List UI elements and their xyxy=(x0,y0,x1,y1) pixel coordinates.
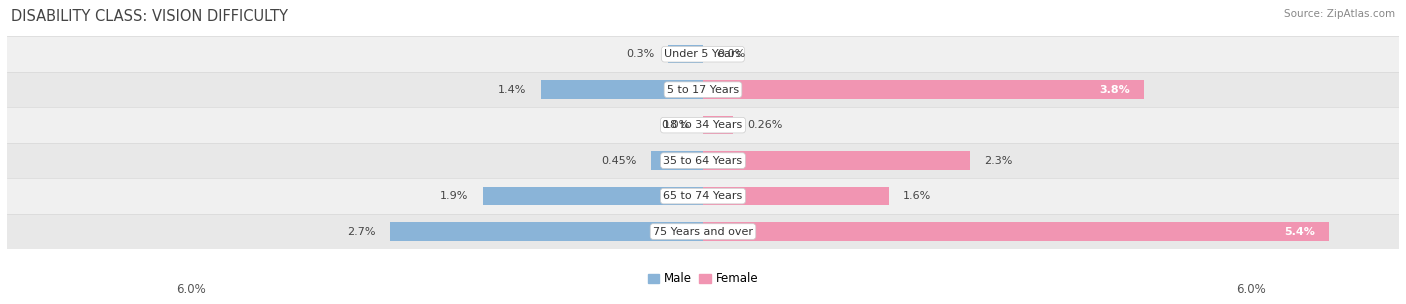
Text: 5 to 17 Years: 5 to 17 Years xyxy=(666,85,740,95)
Text: 1.6%: 1.6% xyxy=(903,191,931,201)
Bar xyxy=(7,143,1399,178)
Text: 6.0%: 6.0% xyxy=(176,283,205,296)
Text: 1.4%: 1.4% xyxy=(498,85,527,95)
Text: 1.9%: 1.9% xyxy=(440,191,468,201)
Text: 2.3%: 2.3% xyxy=(984,156,1012,166)
Bar xyxy=(389,222,703,241)
Text: 35 to 64 Years: 35 to 64 Years xyxy=(664,156,742,166)
Legend: Male, Female: Male, Female xyxy=(643,268,763,290)
Bar xyxy=(7,72,1399,107)
Bar xyxy=(703,116,733,134)
Bar xyxy=(540,81,703,99)
Text: 5.4%: 5.4% xyxy=(1285,226,1316,237)
Text: 65 to 74 Years: 65 to 74 Years xyxy=(664,191,742,201)
Bar xyxy=(482,187,703,205)
Text: DISABILITY CLASS: VISION DIFFICULTY: DISABILITY CLASS: VISION DIFFICULTY xyxy=(11,9,288,24)
Text: 0.0%: 0.0% xyxy=(717,49,745,59)
Bar xyxy=(668,45,703,64)
Bar xyxy=(651,151,703,170)
Bar xyxy=(703,222,1330,241)
Text: 6.0%: 6.0% xyxy=(1236,283,1265,296)
Text: 75 Years and over: 75 Years and over xyxy=(652,226,754,237)
Bar xyxy=(703,81,1144,99)
Text: 0.3%: 0.3% xyxy=(626,49,654,59)
Bar xyxy=(7,214,1399,249)
Text: 3.8%: 3.8% xyxy=(1099,85,1130,95)
Bar xyxy=(7,178,1399,214)
Text: Under 5 Years: Under 5 Years xyxy=(665,49,741,59)
Text: 0.0%: 0.0% xyxy=(661,120,689,130)
Text: 2.7%: 2.7% xyxy=(347,226,375,237)
Text: 0.45%: 0.45% xyxy=(602,156,637,166)
Bar xyxy=(703,151,970,170)
Bar xyxy=(7,36,1399,72)
Text: 18 to 34 Years: 18 to 34 Years xyxy=(664,120,742,130)
Bar xyxy=(7,107,1399,143)
Bar xyxy=(703,187,889,205)
Text: Source: ZipAtlas.com: Source: ZipAtlas.com xyxy=(1284,9,1395,19)
Text: 0.26%: 0.26% xyxy=(747,120,783,130)
